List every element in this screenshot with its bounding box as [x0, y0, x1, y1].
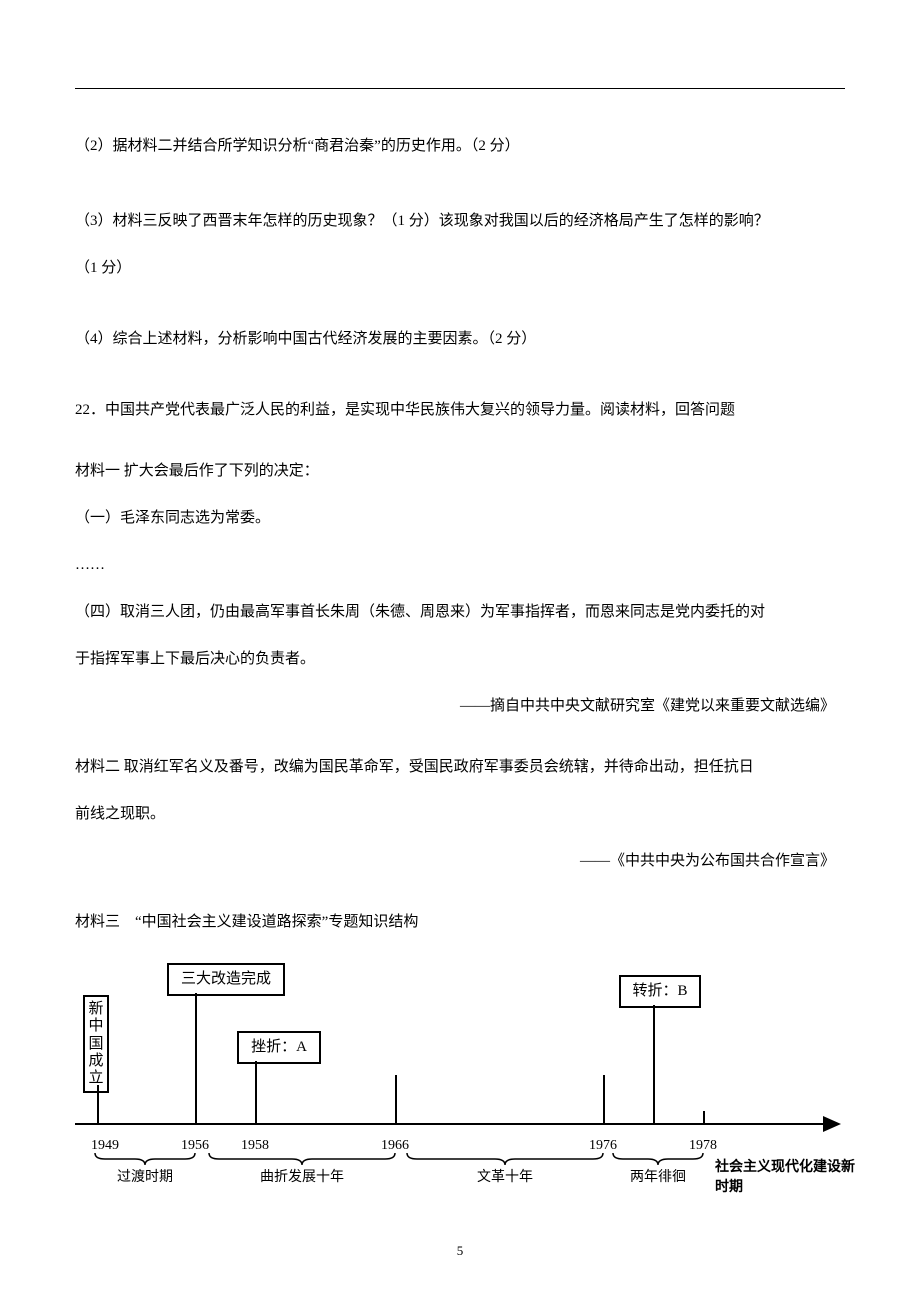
brace-guodu: 过渡时期: [93, 1151, 197, 1194]
brace-quzhe: 曲折发展十年: [207, 1151, 397, 1194]
material1-item4-line1: （四）取消三人团，仍由最高军事首长朱周（朱德、周恩来）为军事指挥者，而恩来同志是…: [75, 596, 845, 629]
q22-stem: 22．中国共产党代表最广泛人民的利益，是实现中华民族伟大复兴的领导力量。阅读材料…: [75, 394, 845, 427]
tick-zhuanzhe: [653, 1005, 655, 1123]
box-sandagaizao: 三大改造完成: [167, 963, 285, 996]
box-cuozhe: 挫折：A: [237, 1031, 321, 1064]
question-3-line2: （1 分）: [75, 252, 845, 285]
box-zhuanzhe: 转折：B: [619, 975, 701, 1008]
timeline-axis: [75, 1123, 823, 1125]
material2-source: ——《中共中央为公布国共合作宣言》: [75, 845, 845, 878]
brace-paihuai-label: 两年徘徊: [611, 1163, 705, 1194]
box-sandagaizao-label: 三大改造完成: [181, 971, 271, 987]
tick-1956: [195, 993, 197, 1123]
question-2: （2）据材料二并结合所学知识分析“商君治秦”的历史作用。（2 分）: [75, 130, 845, 163]
document-body: （2）据材料二并结合所学知识分析“商君治秦”的历史作用。（2 分） （3）材料三…: [75, 130, 845, 1213]
brace-quzhe-label: 曲折发展十年: [207, 1163, 397, 1194]
tick-1966: [395, 1075, 397, 1123]
question-3-line1: （3）材料三反映了西晋末年怎样的历史现象？（1 分）该现象对我国以后的经济格局产…: [75, 205, 845, 238]
material3-head: 材料三 “中国社会主义建设道路探索”专题知识结构: [75, 906, 845, 939]
question-4: （4）综合上述材料，分析影响中国古代经济发展的主要因素。（2 分）: [75, 323, 845, 356]
brace-wenge-label: 文革十年: [405, 1163, 605, 1194]
material2-line2: 前线之现职。: [75, 798, 845, 831]
timeline-arrowhead: [823, 1116, 841, 1132]
brace-guodu-label: 过渡时期: [93, 1163, 197, 1194]
page-number: 5: [0, 1237, 920, 1266]
material2-line1: 材料二 取消红军名义及番号，改编为国民革命军，受国民政府军事委员会统辖，并待命出…: [75, 751, 845, 784]
material1-item4-line2: 于指挥军事上下最后决心的负责者。: [75, 643, 845, 676]
tick-1958: [255, 1061, 257, 1123]
tick-1976: [603, 1075, 605, 1123]
material1-item1: （一）毛泽东同志选为常委。: [75, 502, 845, 535]
header-rule: [75, 88, 845, 89]
material1-source: ——摘自中共中央文献研究室《建党以来重要文献选编》: [75, 690, 845, 723]
box-founding: 新中国成立: [83, 995, 109, 1093]
material1-head: 材料一 扩大会最后作了下列的决定：: [75, 455, 845, 488]
box-zhuanzhe-label: 转折：B: [632, 983, 687, 999]
box-founding-label: 新中国成立: [88, 1001, 103, 1086]
material1-ellipsis: ……: [75, 549, 845, 582]
brace-paihuai: 两年徘徊: [611, 1151, 705, 1194]
box-cuozhe-label: 挫折：A: [251, 1039, 307, 1055]
timeline-diagram: 新中国成立 三大改造完成 挫折：A 转折：B 1949 1956 1958 19…: [75, 953, 845, 1213]
tick-1978: [703, 1111, 705, 1123]
period-modernization: 社会主义现代化建设新时期: [715, 1158, 855, 1197]
brace-wenge: 文革十年: [405, 1151, 605, 1194]
tick-1949: [97, 1085, 99, 1123]
